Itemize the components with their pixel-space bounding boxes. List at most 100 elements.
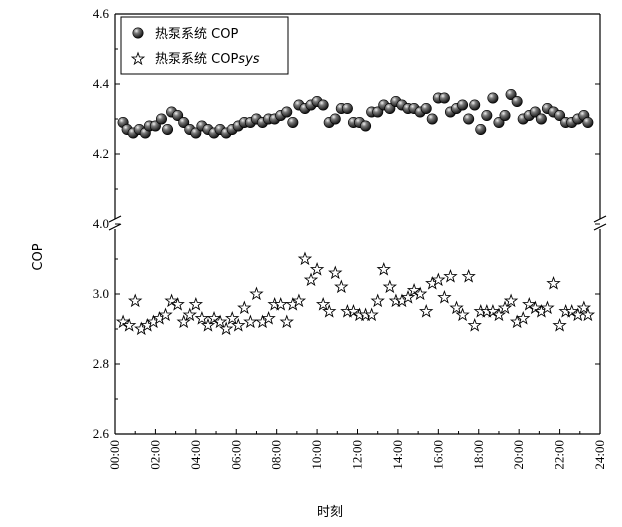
cop-point xyxy=(155,113,167,125)
copsys-point xyxy=(297,251,313,266)
copsys-point xyxy=(382,279,398,294)
copsys-point xyxy=(158,307,173,322)
copsys-point xyxy=(170,296,185,311)
cop-point xyxy=(582,117,594,129)
copsys-point xyxy=(182,307,197,322)
cop-point xyxy=(329,113,341,125)
copsys-point xyxy=(279,314,294,329)
copsys-point xyxy=(516,310,531,325)
cop-point xyxy=(172,110,184,122)
copsys-point xyxy=(455,307,470,322)
x-tick-label: 06:00 xyxy=(228,440,243,470)
x-tick-label: 22:00 xyxy=(552,440,567,470)
copsys-point xyxy=(546,275,561,290)
legend-marker-cop xyxy=(132,27,144,39)
cop-point xyxy=(529,106,541,118)
y-tick-label: 2.8 xyxy=(93,356,109,371)
x-axis-title: 时刻 xyxy=(317,505,343,520)
y-tick-label: 4.0 xyxy=(93,216,109,231)
copsys-point xyxy=(364,307,379,322)
copsys-point xyxy=(176,314,191,329)
cop-point xyxy=(372,106,384,118)
copsys-point xyxy=(218,321,234,336)
copsys-point xyxy=(273,296,288,311)
cop-point xyxy=(554,110,566,122)
copsys-point xyxy=(431,272,446,287)
x-tick-label: 10:00 xyxy=(309,440,324,470)
axis-ticks: 00:00 02:00 04:00 06:00 08:00 10:00 12:00 14:00… xyxy=(93,6,607,470)
legend: 热泵系统 COP 热泵系统 COPsys xyxy=(120,16,289,75)
copsys-point xyxy=(291,293,307,308)
copsys-point xyxy=(497,300,513,315)
axis-break-mark xyxy=(593,215,607,223)
copsys-point xyxy=(412,286,428,301)
copsys-point xyxy=(188,296,204,311)
x-tick-label: 14:00 xyxy=(390,440,405,470)
y-tick-label: 4.4 xyxy=(93,76,110,91)
cop-point xyxy=(149,120,161,132)
cop-point xyxy=(162,124,174,136)
copsys-point xyxy=(437,289,452,304)
cop-point xyxy=(438,92,450,104)
copsys-point xyxy=(522,296,537,311)
copsys-point xyxy=(419,303,434,318)
legend-star-icon xyxy=(130,51,146,66)
copsys-point xyxy=(303,272,319,287)
axis-break-mark xyxy=(593,223,607,231)
copsys-point xyxy=(400,289,416,304)
cop-point xyxy=(287,117,299,129)
copsys-point xyxy=(164,293,179,308)
x-tick-label: 08:00 xyxy=(269,440,284,470)
copsys-point xyxy=(243,314,258,329)
copsys-point xyxy=(121,317,137,332)
y-axis-title: COP xyxy=(31,243,46,270)
y-tick-label: 3.0 xyxy=(93,286,109,301)
copsys-point xyxy=(115,314,131,329)
legend-label-copsys: 热泵系统 COPsys xyxy=(155,52,260,67)
copsys-point xyxy=(346,303,361,318)
axis-break-mark xyxy=(108,215,122,223)
cop-point xyxy=(487,92,499,104)
copsys-point xyxy=(576,300,592,315)
copsys-point xyxy=(552,317,567,332)
cop-point xyxy=(499,110,511,122)
copsys-point xyxy=(491,307,507,322)
cop-point xyxy=(463,113,475,125)
copsys-point xyxy=(225,310,240,325)
copsys-point xyxy=(334,279,349,294)
copsys-point xyxy=(231,317,246,332)
copsys-point xyxy=(194,310,210,325)
plot-frame xyxy=(108,13,607,435)
copsys-point xyxy=(212,314,228,329)
cop-point xyxy=(420,103,432,115)
y-tick-label: 2.6 xyxy=(93,426,110,441)
copsys-point xyxy=(261,310,276,325)
cop-point xyxy=(341,103,353,115)
cop-point xyxy=(535,113,547,125)
legend-label-cop: 热泵系统 COP xyxy=(155,27,238,42)
cop-point xyxy=(360,120,372,132)
x-tick-label: 18:00 xyxy=(471,440,486,470)
copsys-point xyxy=(443,268,458,283)
legend-marker-copsys xyxy=(130,51,146,66)
cop-point xyxy=(384,103,396,115)
copsys-point xyxy=(328,265,343,280)
x-tick-label: 12:00 xyxy=(350,440,365,470)
copsys-point xyxy=(309,261,325,276)
copsys-point xyxy=(406,282,422,297)
x-tick-label: 16:00 xyxy=(430,440,445,470)
copsys-point xyxy=(370,293,385,308)
copsys-point xyxy=(200,317,216,332)
cop-point xyxy=(190,127,202,139)
cop-point xyxy=(281,106,293,118)
copsys-point xyxy=(376,261,391,276)
copsys-point xyxy=(322,303,337,318)
copsys-point xyxy=(580,307,596,322)
copsys-point xyxy=(237,300,252,315)
cop-point xyxy=(475,124,487,136)
y-tick-label: 4.2 xyxy=(93,146,109,161)
cop-point xyxy=(178,117,190,129)
copsys-point xyxy=(249,286,264,301)
x-tick-label: 24:00 xyxy=(592,440,607,470)
